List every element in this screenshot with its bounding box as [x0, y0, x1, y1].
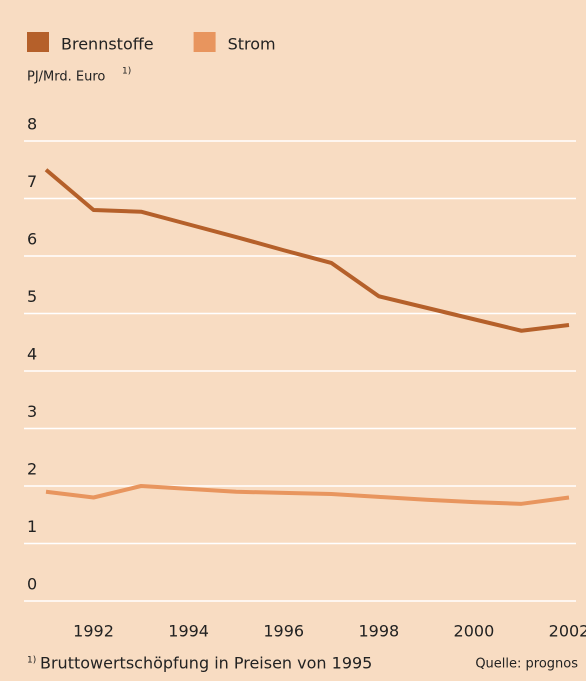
x-tick-label: 2000 [454, 622, 495, 641]
x-tick-label: 1994 [168, 622, 209, 641]
y-tick-label: 5 [27, 287, 37, 306]
x-tick-label: 2002 [549, 622, 586, 641]
x-tick-label: 1992 [73, 622, 114, 641]
footnote-marker: 1) [27, 656, 36, 666]
y-axis-label-note: 1) [122, 67, 131, 77]
legend-swatch [27, 32, 49, 52]
y-tick-label: 8 [27, 115, 37, 134]
y-tick-label: 6 [27, 230, 37, 249]
x-tick-label: 1998 [358, 622, 399, 641]
y-tick-label: 4 [27, 345, 37, 364]
legend-swatch [193, 32, 216, 52]
series-line [44, 168, 570, 333]
series-line [45, 484, 570, 506]
y-tick-label: 0 [27, 575, 37, 594]
legend-label: Strom [228, 35, 276, 54]
x-tick-label: 1996 [263, 622, 304, 641]
y-tick-label: 7 [27, 172, 37, 191]
legend-label: Brennstoffe [61, 35, 154, 54]
source: Quelle: prognos [475, 657, 578, 672]
y-tick-label: 3 [27, 402, 37, 421]
footnote: Bruttowertschöpfung in Preisen von 1995 [40, 654, 372, 673]
y-axis-label: PJ/Mrd. Euro [27, 70, 105, 85]
y-tick-label: 1 [27, 517, 37, 536]
y-tick-label: 2 [27, 460, 37, 479]
